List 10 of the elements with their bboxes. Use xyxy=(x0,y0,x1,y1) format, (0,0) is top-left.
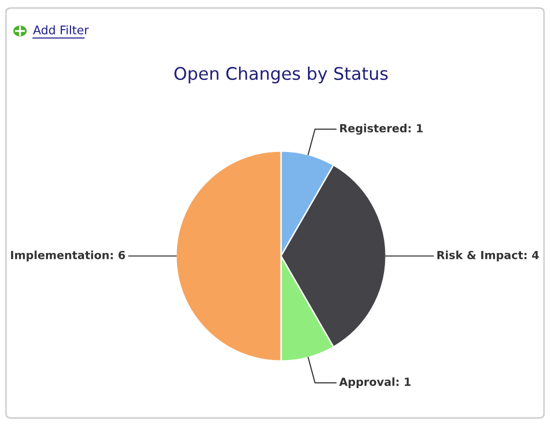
slice-label: Implementation xyxy=(11,250,109,262)
slice-label: Risk & Impact xyxy=(437,250,523,262)
data-label: : 6 xyxy=(110,250,126,260)
data-label: : 1 xyxy=(396,378,411,386)
text: Add Filter xyxy=(33,25,89,34)
slice-label: Approval xyxy=(339,377,394,388)
chart-title: Open Changes by Status xyxy=(174,66,388,84)
data-label: : 1 xyxy=(408,124,423,132)
data-label: : 4 xyxy=(524,250,539,260)
slice-label: Registered xyxy=(340,124,406,135)
